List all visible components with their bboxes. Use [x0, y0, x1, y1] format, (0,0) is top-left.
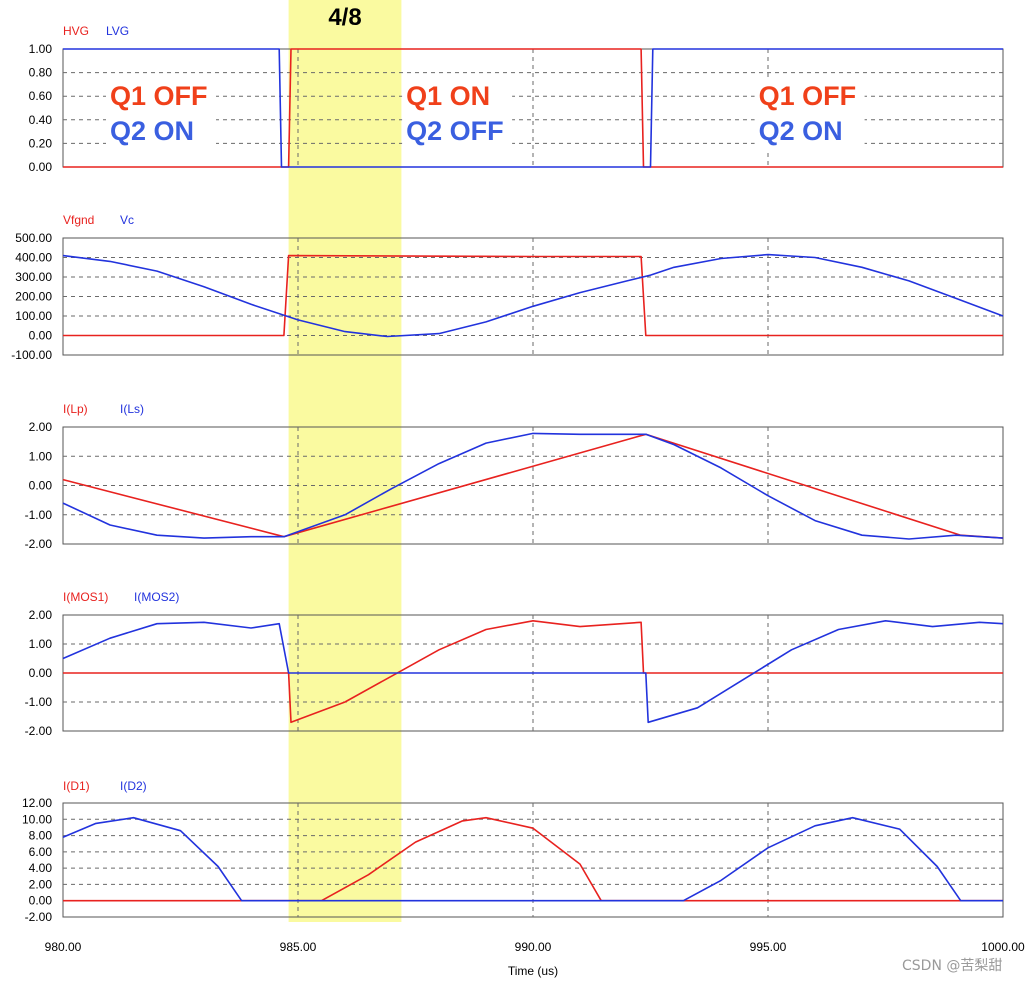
y-tick-label: 0.00: [29, 329, 53, 343]
series-line-Vc: [62, 253, 1004, 338]
y-tick-label: 2.00: [29, 877, 53, 891]
y-tick-label: 12.00: [22, 796, 52, 810]
x-tick-label: 980.00: [45, 940, 82, 954]
signal-label: I(Lp): [63, 402, 88, 416]
y-tick-label: 400.00: [15, 251, 52, 265]
signal-label: I(Ls): [120, 402, 144, 416]
y-tick-label: 200.00: [15, 290, 52, 304]
y-tick-label: 6.00: [29, 845, 53, 859]
signal-label: I(MOS1): [63, 590, 108, 604]
signal-label: I(D1): [63, 779, 90, 793]
series-layer: [62, 48, 1004, 902]
y-tick-label: -100.00: [11, 348, 52, 362]
highlight-label: 4/8: [328, 4, 361, 31]
y-tick-label: -2.00: [25, 724, 53, 738]
text-layer: 4/8 1.00 0.80 0.60 0.40 0.20 0.00 HVG LVG 500.00 4…: [11, 4, 1025, 978]
y-tick-label: 0.00: [29, 160, 53, 174]
series-line-I(MOS2): [62, 619, 1004, 724]
x-axis-label: Time (us): [508, 964, 558, 978]
series-line-HVG: [63, 48, 1003, 168]
annotation-line1: Q1 OFF: [110, 81, 208, 111]
annotation-line1: Q1 ON: [406, 81, 490, 111]
y-tick-label: 2.00: [29, 420, 53, 434]
y-tick-label: 0.00: [29, 894, 53, 908]
y-tick-label: 1.00: [29, 637, 53, 651]
annotation-bg: [106, 78, 216, 150]
y-tick-label: 0.00: [29, 666, 53, 680]
y-tick-label: 0.20: [29, 136, 53, 150]
y-tick-label: 1.00: [29, 449, 53, 463]
y-tick-label: 4.00: [29, 861, 53, 875]
signal-label: Vfgnd: [63, 213, 94, 227]
series-line-LVG: [63, 48, 1003, 168]
y-tick-label: 300.00: [15, 270, 52, 284]
annotation-bg: [754, 78, 865, 150]
panel-frames: [62, 48, 1004, 918]
y-tick-label: 0.40: [29, 113, 53, 127]
series-line-I(D2): [62, 816, 1003, 902]
y-tick-label: -1.00: [25, 695, 53, 709]
annotation-line2: Q2 ON: [110, 116, 194, 146]
series-line-I(MOS1): [63, 619, 1003, 724]
series-line-Vfgnd: [63, 254, 1003, 337]
annotation-bg: [402, 78, 513, 150]
signal-label: I(MOS2): [134, 590, 179, 604]
annotation-line2: Q2 ON: [759, 116, 843, 146]
y-tick-label: 100.00: [15, 309, 52, 323]
y-tick-label: -1.00: [25, 508, 53, 522]
x-tick-label: 990.00: [515, 940, 552, 954]
annotation-line2: Q2 OFF: [406, 116, 504, 146]
series-line-I(Ls): [62, 432, 1004, 540]
x-tick-label: 985.00: [280, 940, 317, 954]
y-tick-label: 1.00: [29, 42, 53, 56]
y-tick-label: 2.00: [29, 608, 53, 622]
y-tick-label: 8.00: [29, 829, 53, 843]
y-tick-label: 500.00: [15, 231, 52, 245]
series-line-I(D1): [63, 816, 1003, 902]
y-tick-label: 0.00: [29, 479, 53, 493]
signal-label: HVG: [63, 24, 89, 38]
signal-label: I(D2): [120, 779, 147, 793]
x-tick-label: 995.00: [750, 940, 787, 954]
x-tick-label: 1000.00: [981, 940, 1025, 954]
annotation-line1: Q1 OFF: [759, 81, 857, 111]
y-tick-label: 10.00: [22, 812, 52, 826]
y-tick-label: -2.00: [25, 910, 53, 924]
y-tick-label: -2.00: [25, 537, 53, 551]
highlight-layer: [288, 0, 402, 922]
signal-label: Vc: [120, 213, 134, 227]
signal-label: LVG: [106, 24, 129, 38]
watermark: CSDN @苦梨甜: [902, 958, 1003, 974]
y-tick-label: 0.80: [29, 66, 53, 80]
highlight-band: [288, 0, 402, 922]
y-tick-label: 0.60: [29, 89, 53, 103]
